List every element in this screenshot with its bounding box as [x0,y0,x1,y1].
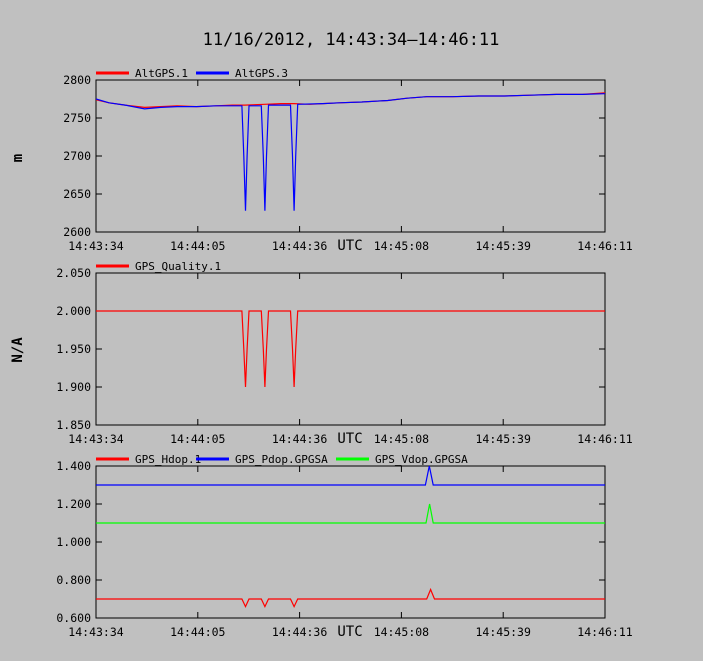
y-tick-label: 2800 [63,73,91,87]
series-line-gps-vdop-gpgsa [96,503,605,524]
y-tick-label: 1.850 [56,418,91,432]
x-axis-label: UTC [337,238,362,254]
y-tick-label: 2750 [63,111,91,125]
x-tick-label: 14:44:36 [272,432,327,446]
y-tick-label: 2650 [63,187,91,201]
y-tick-label: 1.200 [56,497,91,511]
y-tick-label: 2.050 [56,266,91,280]
x-tick-label: 14:46:11 [577,625,632,639]
chart-panels: 2600 2650 2700 2750 2800 14:43:34 14:44:05 14:4… [10,67,633,640]
x-axis-label: UTC [337,624,362,640]
x-tick-label: 14:43:34 [68,432,123,446]
x-tick-label: 14:46:11 [577,432,632,446]
x-tick-label: 14:43:34 [68,239,123,253]
series-line-gps-hdop-1 [96,587,605,609]
legend-label: GPS_Hdop.1 [135,453,201,466]
series-line-gps-quality-1 [96,310,605,388]
x-tick-label: 14:45:08 [374,239,429,253]
y-tick-label: 2600 [63,225,91,239]
plot-area [95,272,606,426]
legend-label: AltGPS.3 [235,67,288,80]
x-tick-label: 14:46:11 [577,239,632,253]
legend-label: GPS_Quality.1 [135,260,221,273]
y-axis-label: N/A [10,337,26,363]
figure-title: 11/16/2012, 14:43:34–14:46:11 [203,30,500,50]
chart-panel-1: 2600 2650 2700 2750 2800 14:43:34 14:44:05 14:4… [10,67,633,254]
chart-panel-2: 1.850 1.900 1.950 2.000 2.050 14:43:34 14:44:0… [10,260,633,447]
plot-area [95,465,606,619]
y-tick-label: 2700 [63,149,91,163]
y-axis-label: m [10,154,26,162]
legend-label: GPS_Pdop.GPGSA [235,453,328,466]
series-line-altgps-3 [96,93,605,211]
y-tick-label: 1.900 [56,380,91,394]
y-tick-label: 1.950 [56,342,91,356]
x-tick-label: 14:44:05 [170,239,225,253]
x-tick-label: 14:45:08 [374,432,429,446]
y-tick-label: 0.600 [56,611,91,625]
y-tick-label: 0.800 [56,573,91,587]
series-line-gps-pdop-gpgsa [96,466,605,486]
y-tick-label: 1.000 [56,535,91,549]
y-tick-label: 1.400 [56,459,91,473]
x-axis-label: UTC [337,431,362,447]
y-tick-label: 2.000 [56,304,91,318]
chart-panel-3: 0.600 0.800 1.000 1.200 1.400 14:43:34 14:44:0… [56,453,632,640]
x-tick-label: 14:44:05 [170,625,225,639]
x-tick-label: 14:45:39 [476,625,531,639]
x-tick-label: 14:44:05 [170,432,225,446]
x-tick-label: 14:45:08 [374,625,429,639]
legend-label: AltGPS.1 [135,67,188,80]
x-tick-label: 14:44:36 [272,625,327,639]
legend-label: GPS_Vdop.GPGSA [375,453,468,466]
x-tick-label: 14:43:34 [68,625,123,639]
x-tick-label: 14:45:39 [476,432,531,446]
x-tick-label: 14:44:36 [272,239,327,253]
x-tick-label: 14:45:39 [476,239,531,253]
